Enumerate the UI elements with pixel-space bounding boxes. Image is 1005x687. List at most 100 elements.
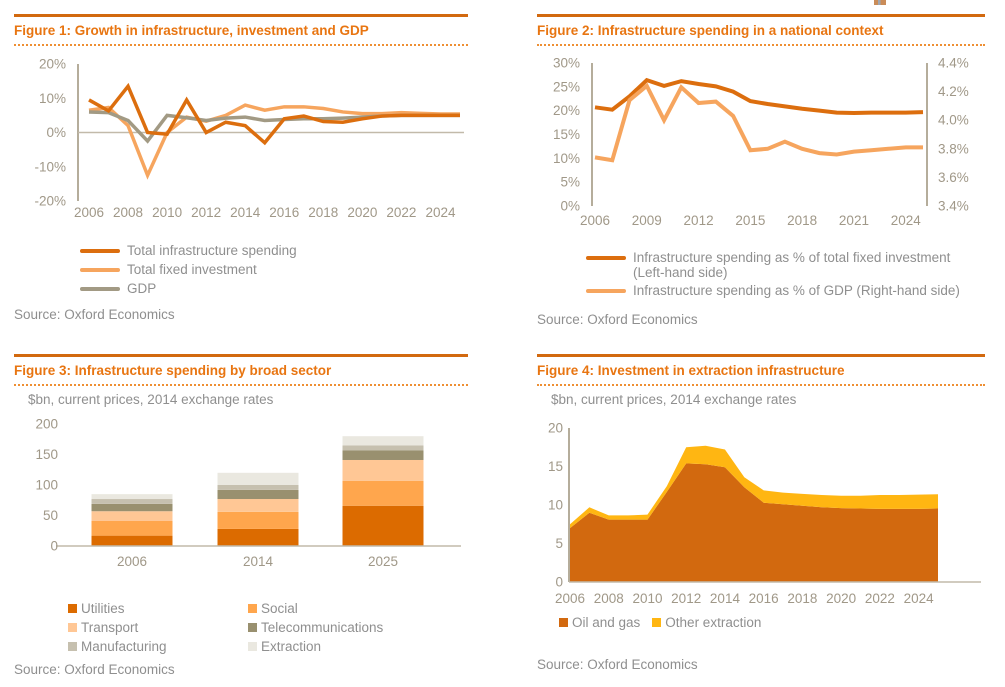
svg-text:2006: 2006 xyxy=(117,554,147,569)
figure-1-dotted-rule xyxy=(14,44,468,46)
figure-4-units-subtitle: $bn, current prices, 2014 exchange rates xyxy=(551,392,797,407)
figure-4-title: Figure 4: Investment in extraction infra… xyxy=(537,363,845,378)
series-square-swatch xyxy=(652,617,662,627)
svg-text:2025: 2025 xyxy=(368,554,398,569)
series-label: Total infrastructure spending xyxy=(127,243,297,258)
figure-3-chart: 200 150 100 50 0 2006 2014 2025 xyxy=(35,417,461,569)
series-label: Transport xyxy=(81,620,139,635)
svg-text:2010: 2010 xyxy=(632,591,662,606)
series-square-swatch xyxy=(248,642,257,651)
svg-text:2016: 2016 xyxy=(269,205,299,220)
svg-text:2014: 2014 xyxy=(710,591,741,606)
svg-text:2015: 2015 xyxy=(735,213,765,228)
series-square-swatch xyxy=(68,623,77,632)
series-label-line1: Infrastructure spending as % of total fi… xyxy=(633,250,951,265)
figure-2-dotted-rule xyxy=(537,44,985,46)
legend-item: Total fixed investment xyxy=(80,261,468,278)
figure-3-legend: Utilities Social Transport Telecommunica… xyxy=(68,601,468,654)
cropped-page-edge-artifact xyxy=(874,0,886,5)
legend-item: Infrastructure spending as % of total fi… xyxy=(586,250,985,280)
figure-4-panel: Figure 4: Investment in extraction infra… xyxy=(537,354,985,672)
svg-text:10%: 10% xyxy=(39,91,66,106)
svg-text:0%: 0% xyxy=(560,199,580,214)
svg-text:2012: 2012 xyxy=(684,213,714,228)
series-label: GDP xyxy=(127,281,157,296)
svg-text:150: 150 xyxy=(35,447,58,462)
svg-text:5%: 5% xyxy=(560,175,580,190)
series-label: Oil and gas xyxy=(572,614,641,630)
figure-3-top-rule xyxy=(14,354,468,357)
svg-text:2010: 2010 xyxy=(152,205,182,220)
figure-1-title: Figure 1: Growth in infrastructure, inve… xyxy=(14,23,369,38)
series-line-swatch xyxy=(80,267,120,272)
legend-item: Extraction xyxy=(248,639,468,654)
svg-text:0: 0 xyxy=(555,575,563,590)
svg-text:2006: 2006 xyxy=(580,213,610,228)
series-square-swatch xyxy=(68,604,77,613)
legend-item: Total infrastructure spending xyxy=(80,242,468,259)
svg-text:20%: 20% xyxy=(553,103,580,118)
svg-text:2006: 2006 xyxy=(74,205,104,220)
svg-text:2020: 2020 xyxy=(347,205,377,220)
series-line-swatch xyxy=(586,256,626,260)
svg-text:2009: 2009 xyxy=(632,213,662,228)
svg-text:2022: 2022 xyxy=(386,205,416,220)
svg-text:2018: 2018 xyxy=(787,591,817,606)
legend-item: Manufacturing xyxy=(68,639,248,654)
svg-text:-20%: -20% xyxy=(34,194,66,209)
svg-text:200: 200 xyxy=(35,417,58,432)
figure-3-units-subtitle: $bn, current prices, 2014 exchange rates xyxy=(28,392,274,407)
series-line-swatch xyxy=(80,248,120,253)
figure-4-top-rule xyxy=(537,354,985,357)
legend-item: GDP xyxy=(80,280,468,297)
series-square-swatch xyxy=(68,642,77,651)
series-label: Infrastructure spending as % of GDP (Rig… xyxy=(633,283,960,298)
figure-1-panel: Figure 1: Growth in infrastructure, inve… xyxy=(14,14,468,322)
svg-text:2008: 2008 xyxy=(594,591,624,606)
series-label: Total fixed investment xyxy=(127,262,257,277)
figure-3-source: Source: Oxford Economics xyxy=(14,662,175,677)
legend-item: Telecommunications xyxy=(248,620,468,635)
figure-1-source: Source: Oxford Economics xyxy=(14,307,175,322)
series-square-swatch xyxy=(248,604,257,613)
figure-3-title: Figure 3: Infrastructure spending by bro… xyxy=(14,363,332,378)
series-label: Manufacturing xyxy=(81,639,167,654)
svg-text:3.6%: 3.6% xyxy=(938,170,969,185)
series-line-swatch xyxy=(586,288,626,293)
svg-text:3.8%: 3.8% xyxy=(938,141,969,156)
svg-text:10%: 10% xyxy=(553,151,580,166)
svg-text:4.0%: 4.0% xyxy=(938,113,969,128)
svg-text:50: 50 xyxy=(43,508,58,523)
figure-3-panel: Figure 3: Infrastructure spending by bro… xyxy=(14,354,468,677)
svg-text:-10%: -10% xyxy=(34,159,66,174)
figure-1-legend: Total infrastructure spending Total fixe… xyxy=(80,242,468,297)
svg-text:2021: 2021 xyxy=(839,213,869,228)
series-label: Utilities xyxy=(81,601,125,616)
svg-text:30%: 30% xyxy=(553,56,580,71)
svg-text:2014: 2014 xyxy=(230,205,261,220)
svg-text:2018: 2018 xyxy=(787,213,817,228)
legend-item: Social xyxy=(248,601,468,616)
legend-item: Infrastructure spending as % of GDP (Rig… xyxy=(586,282,985,299)
figure-1-top-rule xyxy=(14,14,468,17)
figure-2-top-rule xyxy=(537,14,985,17)
svg-text:4.2%: 4.2% xyxy=(938,84,969,99)
svg-text:2016: 2016 xyxy=(749,591,779,606)
figure-4-source: Source: Oxford Economics xyxy=(537,657,698,672)
svg-text:2012: 2012 xyxy=(191,205,221,220)
figure-2-source: Source: Oxford Economics xyxy=(537,312,698,327)
svg-text:2014: 2014 xyxy=(243,554,274,569)
svg-text:2022: 2022 xyxy=(865,591,895,606)
series-line-swatch xyxy=(80,286,120,291)
legend-item: Oil and gas xyxy=(559,614,640,630)
figure-1-chart: 20% 10% 0% -10% -20% 2006 2008 2010 2012 2014 2016… xyxy=(34,57,464,220)
svg-text:2012: 2012 xyxy=(671,591,701,606)
series-label-line2: (Left-hand side) xyxy=(633,265,728,280)
svg-text:2008: 2008 xyxy=(113,205,143,220)
svg-text:2006: 2006 xyxy=(555,591,585,606)
figure-4-legend: Oil and gas Other extraction xyxy=(559,614,985,630)
svg-text:2024: 2024 xyxy=(425,205,456,220)
figure-2-chart: 30% 25% 20% 15% 10% 5% 0% 4.4% 4.2% 4.0% 3.8% 3.6% 3… xyxy=(553,56,969,229)
svg-text:25%: 25% xyxy=(553,79,580,94)
